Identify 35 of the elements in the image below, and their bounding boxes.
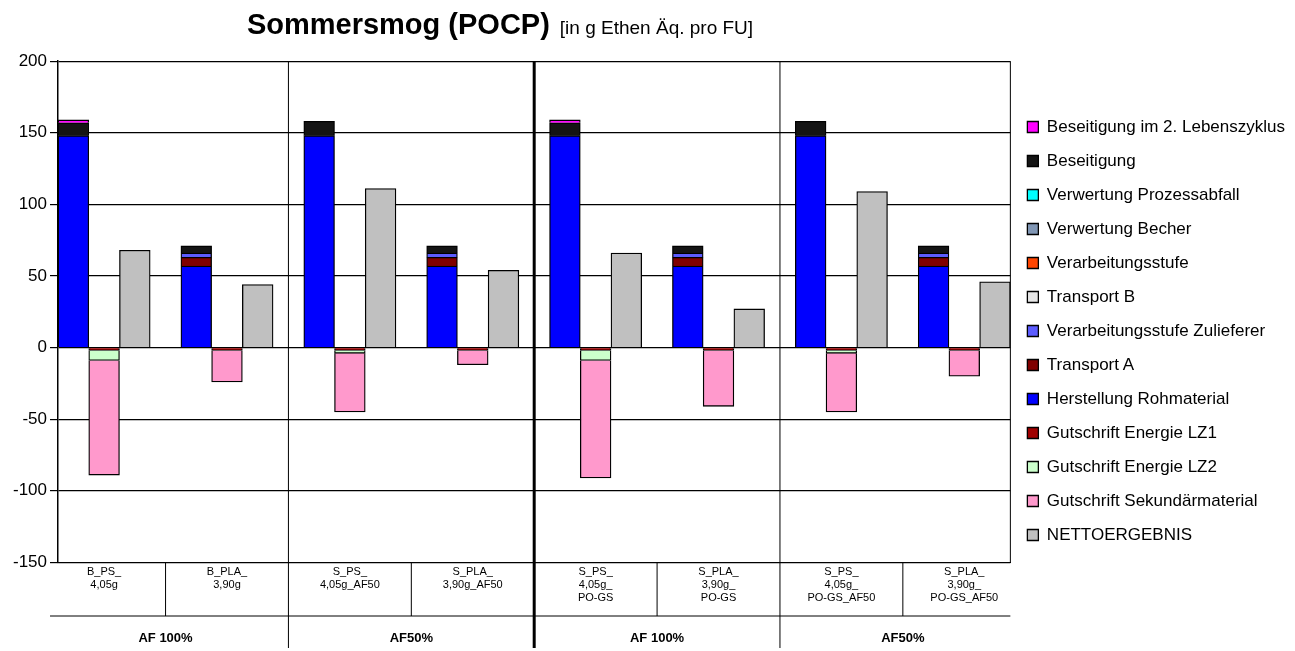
legend-label: Gutschrift Sekundärmaterial: [1046, 490, 1258, 510]
text: AF50%: [389, 629, 434, 645]
legend-label: Verarbeitungsstufe: [1046, 252, 1189, 272]
legend-label: Gutschrift Energie LZ1: [1046, 422, 1217, 442]
legend-label: Verwertung Becher: [1046, 218, 1192, 238]
y-tick-label: -150: [12, 552, 48, 572]
legend-label: Gutschrift Energie LZ2: [1046, 456, 1217, 476]
y-tick-label: 100: [18, 194, 48, 214]
legend-label: Verarbeitungsstufe Zulieferer: [1046, 320, 1266, 340]
y-tick-label: 200: [18, 50, 48, 70]
x-tick-label: B_PS_ 4,05g: [86, 565, 123, 591]
legend-label: Verwertung Prozessabfall: [1046, 184, 1240, 204]
chart-subtitle: [in g Ethen Äq. pro FU]: [559, 17, 754, 38]
text: AF50%: [881, 629, 925, 645]
x-tick-label: S_PS_ 4,05g_AF50: [319, 565, 380, 591]
x-tick-label: S_PLA_ 3,90g_ PO-GS_AF50: [930, 565, 999, 604]
chart-title: Sommersmog (POCP): [246, 8, 550, 40]
y-tick-label: -50: [22, 408, 48, 428]
y-tick-label: 150: [18, 122, 48, 142]
legend-label: Beseitigung im 2. Lebenszyklus: [1046, 116, 1286, 136]
legend-label: Beseitigung: [1046, 150, 1136, 170]
x-tick-label: B_PLA_ 3,90g: [206, 565, 249, 591]
legend-label: NETTOERGEBNIS: [1046, 524, 1193, 544]
legend-label: Herstellung Rohmaterial: [1046, 388, 1230, 408]
x-tick-label: S_PS_ 4,05g_ PO-GS: [577, 565, 614, 604]
x-tick-label: S_PS_ 4,05g_ PO-GS_AF50: [807, 565, 876, 604]
legend-label: Transport B: [1046, 286, 1136, 306]
y-tick-label: 0: [37, 337, 48, 357]
y-tick-label: -100: [12, 480, 48, 500]
y-tick-label: 50: [28, 265, 48, 285]
legend-label: Transport A: [1046, 354, 1135, 374]
text: AF 100%: [629, 629, 685, 645]
x-tick-label: S_PLA_ 3,90g_AF50: [442, 565, 503, 591]
text: AF 100%: [138, 629, 194, 645]
x-tick-label: S_PLA_ 3,90g_ PO-GS: [698, 565, 740, 604]
